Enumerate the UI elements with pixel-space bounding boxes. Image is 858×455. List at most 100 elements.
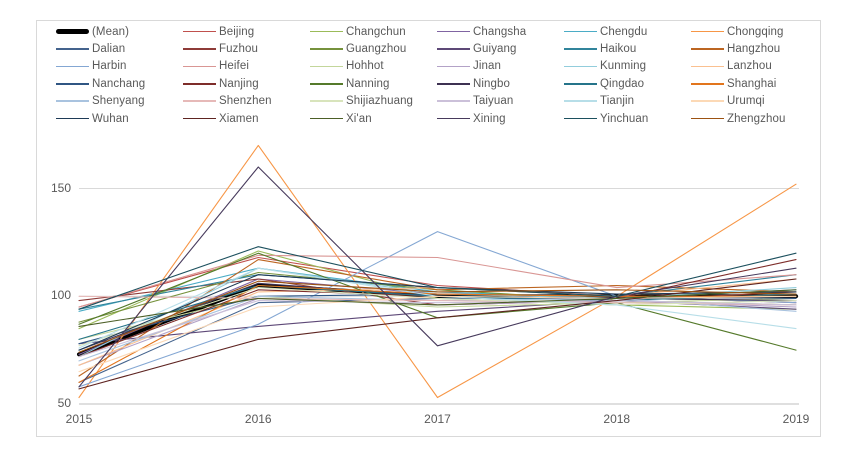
y-axis-tick-label: 150 <box>50 180 71 195</box>
series-line-nanchang <box>78 293 797 345</box>
legend-item-fuzhou: Fuzhou <box>183 43 310 55</box>
legend-item-tianjin: Tianjin <box>564 95 691 107</box>
legend-item-shijiazhuang: Shijiazhuang <box>310 95 437 107</box>
legend-line-swatch <box>310 30 343 33</box>
legend-item-mean: (Mean) <box>56 26 183 38</box>
legend-label: Hohhot <box>346 60 384 73</box>
legend-line-swatch <box>310 100 343 103</box>
legend-label: Tianjin <box>600 95 635 108</box>
legend-line-swatch <box>691 48 724 50</box>
legend-label: Nanchang <box>92 77 146 90</box>
legend-line-swatch <box>183 117 216 120</box>
legend-item-guangzhou: Guangzhou <box>310 43 437 55</box>
legend-item-chengdu: Chengdu <box>564 26 691 38</box>
x-axis-tick-label: 2018 <box>603 412 631 426</box>
series-line-nanning <box>78 252 797 351</box>
legend-line-swatch <box>437 65 470 68</box>
legend-label: Shenzhen <box>219 95 272 108</box>
legend-line-swatch <box>691 117 724 120</box>
legend-item-harbin: Harbin <box>56 60 183 72</box>
legend-line-swatch <box>310 65 343 68</box>
legend-label: Zhengzhou <box>727 112 786 125</box>
legend-line-swatch <box>437 30 470 33</box>
legend-label: Chengdu <box>600 25 648 38</box>
series-line-urumqi <box>78 295 797 373</box>
legend-line-swatch <box>56 48 89 50</box>
legend-label: Hangzhou <box>727 43 781 56</box>
legend-item-shenyang: Shenyang <box>56 95 183 107</box>
legend-label: Harbin <box>92 60 127 73</box>
legend-item-changsha: Changsha <box>437 26 564 38</box>
legend-label: (Mean) <box>92 25 130 38</box>
legend-line-swatch <box>183 100 216 103</box>
legend-line-swatch <box>437 100 470 103</box>
x-axis-tick-label: 2015 <box>65 412 93 426</box>
legend-line-swatch <box>564 100 597 103</box>
legend-label: Jinan <box>473 60 501 73</box>
legend-line-swatch <box>183 48 216 50</box>
legend-label: Dalian <box>92 43 126 56</box>
legend-line-swatch <box>691 100 724 103</box>
legend-label: Guangzhou <box>346 43 407 56</box>
legend-line-swatch <box>56 83 89 85</box>
series-line-yinchuan <box>78 246 797 310</box>
legend-label: Changchun <box>346 25 406 38</box>
legend-label: Xiamen <box>219 112 259 125</box>
legend-line-swatch <box>56 29 89 35</box>
legend-item-lanzhou: Lanzhou <box>691 60 818 72</box>
legend-line-swatch <box>691 30 724 33</box>
series-line-zhengzhou <box>78 280 797 353</box>
legend-line-swatch <box>183 65 216 68</box>
legend-item-chongqing: Chongqing <box>691 26 818 38</box>
series-line-taiyuan <box>78 300 797 358</box>
legend-item-zhengzhou: Zhengzhou <box>691 113 818 125</box>
chart-frame: (Mean) Beijing Changchun Changsha Chengdu Cho… <box>36 20 821 437</box>
legend-item-beijing: Beijing <box>183 26 310 38</box>
legend-line-swatch <box>437 48 470 50</box>
legend-item-shanghai: Shanghai <box>691 78 818 90</box>
legend-line-swatch <box>310 83 343 85</box>
series-line-hangzhou <box>78 259 797 377</box>
legend-label: Guiyang <box>473 43 517 56</box>
legend-label: Lanzhou <box>727 60 772 73</box>
legend-line-swatch <box>564 65 597 68</box>
legend-item-ningbo: Ningbo <box>437 78 564 90</box>
legend-item-qingdao: Qingdao <box>564 78 691 90</box>
legend-label: Heifei <box>219 60 250 73</box>
series-line-xining <box>78 166 797 388</box>
legend-item-xi-an: Xi'an <box>310 113 437 125</box>
legend-item-urumqi: Urumqi <box>691 95 818 107</box>
legend-item-heifei: Heifei <box>183 60 310 72</box>
legend-item-shenzhen: Shenzhen <box>183 95 310 107</box>
legend-label: Wuhan <box>92 112 129 125</box>
legend-label: Xi'an <box>346 112 372 125</box>
legend-line-swatch <box>564 30 597 33</box>
series-line-heifei <box>78 254 797 308</box>
legend-item-hangzhou: Hangzhou <box>691 43 818 55</box>
legend-label: Urumqi <box>727 95 765 108</box>
legend-item-xining: Xining <box>437 113 564 125</box>
legend-line-swatch <box>56 117 89 120</box>
legend-label: Qingdao <box>600 77 645 90</box>
series-line-hohhot <box>78 295 797 340</box>
legend-label: Beijing <box>219 25 255 38</box>
legend-label: Fuzhou <box>219 43 258 56</box>
legend-label: Kunming <box>600 60 647 73</box>
legend-label: Nanjing <box>219 77 259 90</box>
series-line-shijiazhuang <box>78 287 797 347</box>
legend-label: Shijiazhuang <box>346 95 414 108</box>
legend-line-swatch <box>183 83 216 85</box>
legend-line-swatch <box>56 65 89 68</box>
legend-line-swatch <box>564 117 597 120</box>
legend-label: Ningbo <box>473 77 511 90</box>
legend-item-nanjing: Nanjing <box>183 78 310 90</box>
legend-item-wuhan: Wuhan <box>56 113 183 125</box>
series-line-xiamen <box>78 278 797 390</box>
x-axis-tick-label: 2019 <box>782 412 810 426</box>
legend-item-xiamen: Xiamen <box>183 113 310 125</box>
series-line-chongqing <box>78 144 797 399</box>
legend-item-jinan: Jinan <box>437 60 564 72</box>
legend-line-swatch <box>437 117 470 120</box>
legend-line-swatch <box>691 65 724 68</box>
line-chart-plot <box>77 144 799 405</box>
